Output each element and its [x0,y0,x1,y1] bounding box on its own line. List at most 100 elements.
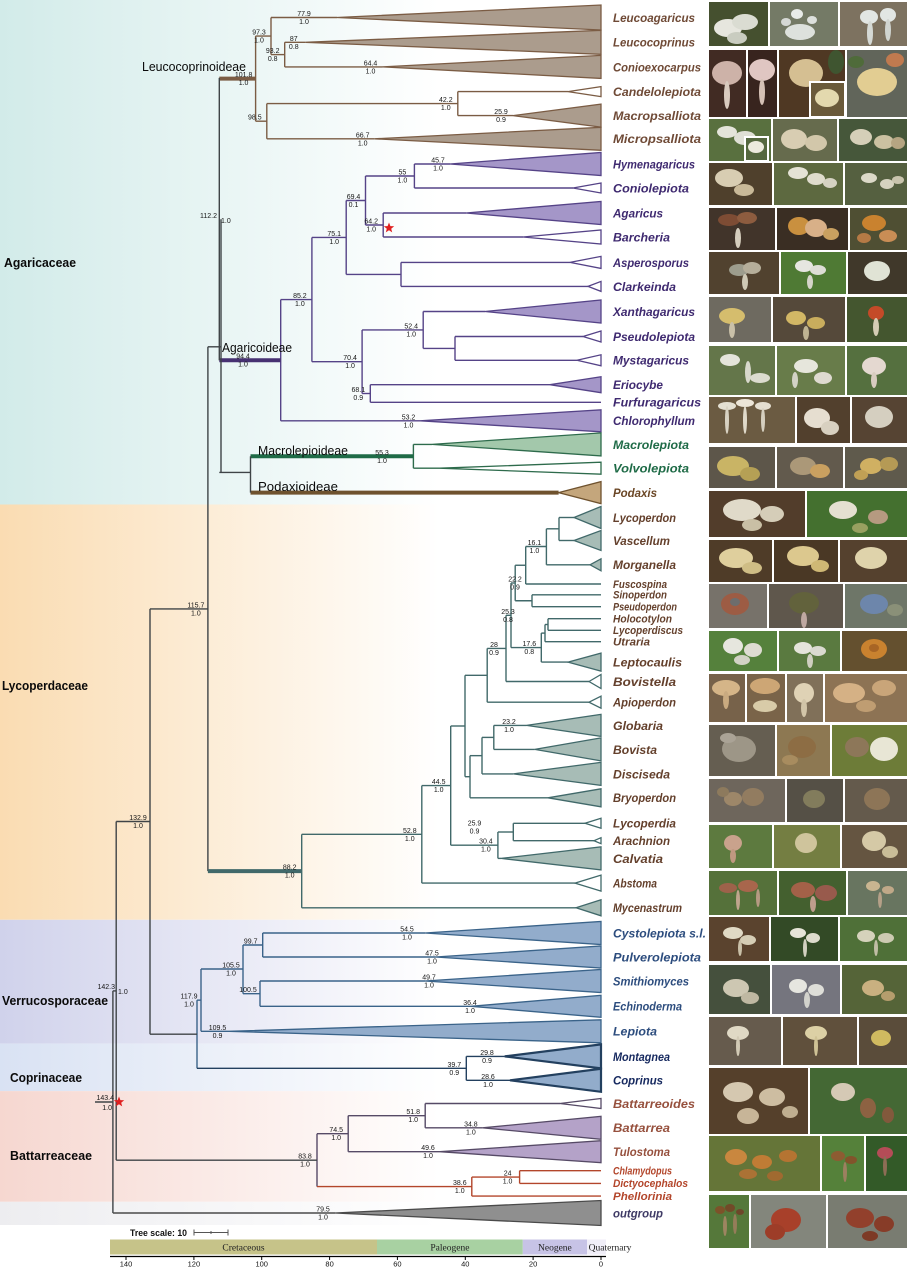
svg-text:44.5: 44.5 [432,779,446,786]
svg-text:25.9: 25.9 [468,821,482,828]
svg-text:0.9: 0.9 [470,829,480,836]
svg-text:25.9: 25.9 [494,109,508,116]
svg-text:Candelolepiota: Candelolepiota [613,85,701,99]
svg-text:Agaricoideae: Agaricoideae [222,340,292,355]
svg-text:1.0: 1.0 [295,301,305,308]
svg-text:112.2: 112.2 [200,213,217,220]
svg-text:Lycoperdia: Lycoperdia [613,817,676,831]
svg-text:Chlamydopus: Chlamydopus [613,1166,672,1178]
svg-text:Pseudoperdon: Pseudoperdon [613,602,677,614]
svg-text:143.4: 143.4 [96,1095,114,1102]
svg-text:68.1: 68.1 [351,387,365,394]
svg-text:49.7: 49.7 [422,975,436,982]
svg-text:54.5: 54.5 [400,927,414,934]
svg-text:1.0: 1.0 [300,1162,310,1169]
svg-text:1.0: 1.0 [366,68,376,75]
svg-text:42.2: 42.2 [439,97,453,104]
svg-text:64.4: 64.4 [364,60,378,67]
svg-text:1.0: 1.0 [285,873,295,880]
svg-text:1.0: 1.0 [433,166,443,173]
svg-text:36.4: 36.4 [463,1000,477,1007]
svg-text:1.0: 1.0 [434,787,444,794]
svg-text:1.0: 1.0 [238,362,248,369]
svg-text:Paleogene: Paleogene [430,1244,469,1254]
svg-text:1.0: 1.0 [118,989,128,996]
svg-text:1.0: 1.0 [254,38,264,45]
svg-text:0.8: 0.8 [503,617,513,624]
svg-text:1.0: 1.0 [239,80,249,87]
svg-text:Coniolepiota: Coniolepiota [613,181,689,195]
svg-text:1.0: 1.0 [102,1105,112,1112]
svg-text:0.9: 0.9 [482,1058,492,1065]
svg-text:Coprinus: Coprinus [613,1074,663,1088]
svg-text:Lepiota: Lepiota [613,1025,657,1039]
svg-text:Phellorinia: Phellorinia [613,1191,672,1203]
svg-text:1.0: 1.0 [530,548,540,555]
svg-text:1.0: 1.0 [345,363,355,370]
svg-text:Echinoderma: Echinoderma [613,1000,682,1014]
svg-text:1.0: 1.0 [466,1129,476,1136]
svg-text:Cystolepiota s.l.: Cystolepiota s.l. [613,926,706,940]
svg-text:1.0: 1.0 [455,1188,465,1195]
svg-text:64.2: 64.2 [364,219,378,226]
svg-text:29.8: 29.8 [480,1050,494,1057]
svg-text:66.7: 66.7 [356,132,370,139]
svg-text:97.3: 97.3 [252,30,266,37]
svg-text:0.9: 0.9 [489,650,499,657]
svg-text:1.0: 1.0 [402,935,412,942]
svg-text:34.8: 34.8 [464,1121,478,1128]
svg-text:0.9: 0.9 [449,1070,459,1077]
svg-text:38.6: 38.6 [453,1180,467,1187]
svg-text:28: 28 [490,642,498,649]
svg-text:51.8: 51.8 [406,1109,420,1116]
svg-text:Mystagaricus: Mystagaricus [613,354,689,368]
svg-text:1.0: 1.0 [299,19,309,26]
svg-text:132.9: 132.9 [129,815,147,822]
svg-text:30.4: 30.4 [479,839,493,846]
svg-text:Arachnion: Arachnion [612,834,670,848]
svg-text:28.6: 28.6 [481,1074,495,1081]
svg-text:Asperosporus: Asperosporus [612,256,689,270]
svg-text:1.0: 1.0 [377,458,387,465]
svg-text:1.0: 1.0 [133,823,143,830]
svg-text:Vascellum: Vascellum [613,534,670,548]
svg-text:Macropsalliota: Macropsalliota [613,109,701,123]
svg-text:1.0: 1.0 [406,331,416,338]
svg-text:140: 140 [120,1260,133,1269]
svg-text:1.0: 1.0 [221,218,231,225]
svg-text:Quaternary: Quaternary [589,1244,632,1254]
svg-text:1.0: 1.0 [423,1153,433,1160]
svg-text:Bryoperdon: Bryoperdon [613,791,676,805]
svg-text:23.2: 23.2 [502,719,516,726]
svg-text:0: 0 [599,1260,603,1269]
svg-text:25.3: 25.3 [501,609,515,616]
svg-text:Barcheria: Barcheria [613,230,670,244]
svg-text:1.0: 1.0 [331,1135,341,1142]
svg-text:70.4: 70.4 [343,355,357,362]
svg-text:Macrolepiota: Macrolepiota [613,438,689,452]
svg-text:52.4: 52.4 [404,323,418,330]
svg-text:1.0: 1.0 [398,178,408,185]
svg-text:1.0: 1.0 [483,1082,493,1089]
svg-text:75.1: 75.1 [327,231,341,238]
svg-text:Battarrea: Battarrea [613,1121,670,1135]
svg-text:1.0: 1.0 [481,847,491,854]
svg-text:outgroup: outgroup [613,1206,663,1220]
svg-text:Lycoperdon: Lycoperdon [613,511,676,525]
svg-text:Leucoagaricus: Leucoagaricus [613,11,695,25]
svg-text:Verrucosporaceae: Verrucosporaceae [2,993,108,1008]
svg-text:55: 55 [399,170,407,177]
svg-text:69.4: 69.4 [347,194,361,201]
svg-text:20: 20 [529,1260,537,1269]
svg-text:1.0: 1.0 [358,140,368,147]
svg-text:115.7: 115.7 [187,602,204,609]
svg-text:Holocotylon: Holocotylon [613,614,672,626]
svg-text:1.0: 1.0 [226,971,236,978]
svg-text:79.5: 79.5 [316,1207,330,1214]
svg-text:16.1: 16.1 [528,540,542,547]
svg-text:1.0: 1.0 [318,1215,328,1222]
svg-text:Agaricus: Agaricus [612,206,663,220]
svg-text:0.1: 0.1 [349,202,359,209]
svg-text:1.0: 1.0 [366,227,376,234]
svg-text:Podaxis: Podaxis [613,486,657,500]
